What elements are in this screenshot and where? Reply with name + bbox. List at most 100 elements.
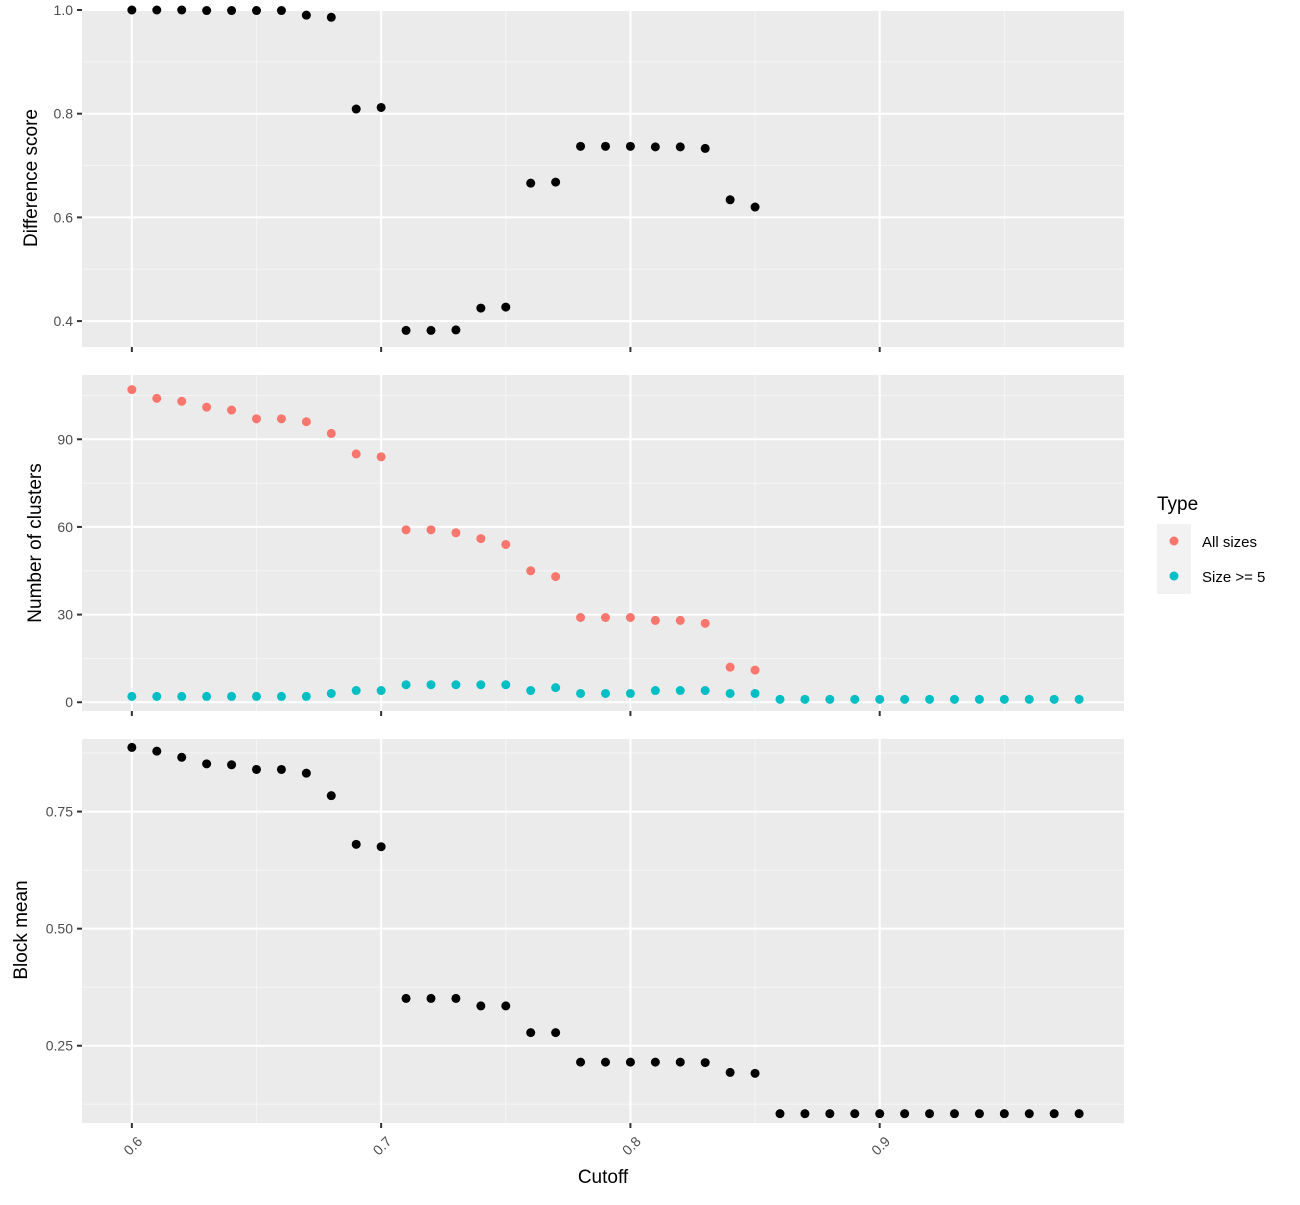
data-point: [999, 694, 1009, 704]
difference-score-panel: 0.4 0.6 0.8 1.0 Difference score: [21, 2, 1124, 352]
data-point: [650, 1057, 660, 1067]
y-tick-label: 90: [57, 431, 73, 447]
data-point: [526, 1028, 536, 1038]
data-point: [127, 742, 137, 752]
y-tick-label: 1.0: [54, 2, 74, 18]
data-point: [202, 402, 212, 412]
data-point: [600, 141, 610, 151]
data-point: [351, 449, 361, 459]
data-point: [750, 688, 760, 698]
data-point: [625, 141, 635, 151]
data-point: [227, 6, 237, 16]
data-point: [750, 1068, 760, 1078]
y-tick-label: 0: [65, 694, 73, 710]
data-point: [925, 1109, 935, 1119]
data-point: [227, 405, 237, 415]
data-point: [775, 694, 785, 704]
data-point: [276, 764, 286, 774]
panel-background: [82, 10, 1124, 347]
data-point: [476, 303, 486, 313]
data-point: [152, 746, 162, 756]
data-point: [625, 688, 635, 698]
data-point: [551, 177, 561, 187]
y-axis-title-block-mean: Block mean: [11, 880, 32, 979]
data-point: [650, 142, 660, 152]
data-point: [476, 1001, 486, 1011]
data-point: [526, 686, 536, 696]
y-tick-label: 30: [57, 607, 73, 623]
data-point: [925, 694, 935, 704]
data-point: [351, 686, 361, 696]
data-point: [177, 396, 187, 406]
data-point: [351, 839, 361, 849]
data-point: [875, 1109, 885, 1119]
data-point: [825, 1109, 835, 1119]
data-point: [152, 5, 162, 15]
data-point: [127, 691, 137, 701]
data-point: [177, 752, 187, 762]
data-point: [426, 993, 436, 1003]
data-point: [949, 1109, 959, 1119]
data-point: [949, 694, 959, 704]
data-point: [401, 680, 411, 690]
data-point: [251, 6, 261, 16]
data-point: [1049, 1109, 1059, 1119]
data-point: [376, 102, 386, 112]
data-point: [576, 141, 586, 151]
legend-key-size-ge-5: [1169, 571, 1179, 581]
y-tick-label: 0.25: [46, 1038, 73, 1054]
legend-label-size-ge-5: Size >= 5: [1202, 569, 1265, 586]
panel-background: [82, 375, 1124, 711]
panel-ticks: 0.4 0.6 0.8 1.0: [54, 2, 881, 352]
data-point: [227, 691, 237, 701]
data-point: [326, 12, 336, 22]
data-point: [426, 525, 436, 535]
data-point: [501, 539, 511, 549]
data-point: [152, 393, 162, 403]
data-point: [600, 688, 610, 698]
data-point: [476, 534, 486, 544]
data-point: [451, 325, 461, 335]
data-point: [202, 759, 212, 769]
data-point: [900, 1109, 910, 1119]
legend-item-size-ge-5: Size >= 5: [1157, 559, 1265, 594]
legend-title: Type: [1157, 494, 1198, 515]
data-point: [227, 760, 237, 770]
data-point: [650, 686, 660, 696]
data-point: [202, 6, 212, 16]
data-point: [700, 618, 710, 628]
y-tick-label: 0.50: [46, 921, 73, 937]
data-point: [351, 104, 361, 114]
data-point: [725, 195, 735, 205]
data-point: [451, 680, 461, 690]
legend-key-all-sizes: [1169, 536, 1179, 546]
data-point: [675, 615, 685, 625]
data-point: [401, 525, 411, 535]
data-point: [974, 694, 984, 704]
data-point: [800, 694, 810, 704]
data-point: [401, 993, 411, 1003]
data-point: [127, 5, 137, 15]
x-axis-title-cutoff: Cutoff: [578, 1167, 629, 1188]
panel-gridlines: [82, 9, 1124, 347]
data-point: [1049, 694, 1059, 704]
data-point: [551, 683, 561, 693]
data-point: [476, 680, 486, 690]
data-point: [700, 1058, 710, 1068]
legend-item-all-sizes: All sizes: [1157, 524, 1257, 559]
data-point: [775, 1109, 785, 1119]
y-axis-title-difference-score: Difference score: [21, 109, 42, 247]
y-axis-title-number-of-clusters: Number of clusters: [25, 463, 46, 622]
data-point: [850, 1109, 860, 1119]
data-point: [800, 1109, 810, 1119]
data-point: [1074, 1109, 1084, 1119]
data-point: [725, 688, 735, 698]
data-point: [551, 572, 561, 582]
panel-gridlines: [82, 739, 1124, 1123]
data-point: [576, 1057, 586, 1067]
y-tick-label: 0.4: [54, 313, 74, 329]
data-point: [152, 691, 162, 701]
data-point: [526, 178, 536, 188]
data-point: [600, 1057, 610, 1067]
